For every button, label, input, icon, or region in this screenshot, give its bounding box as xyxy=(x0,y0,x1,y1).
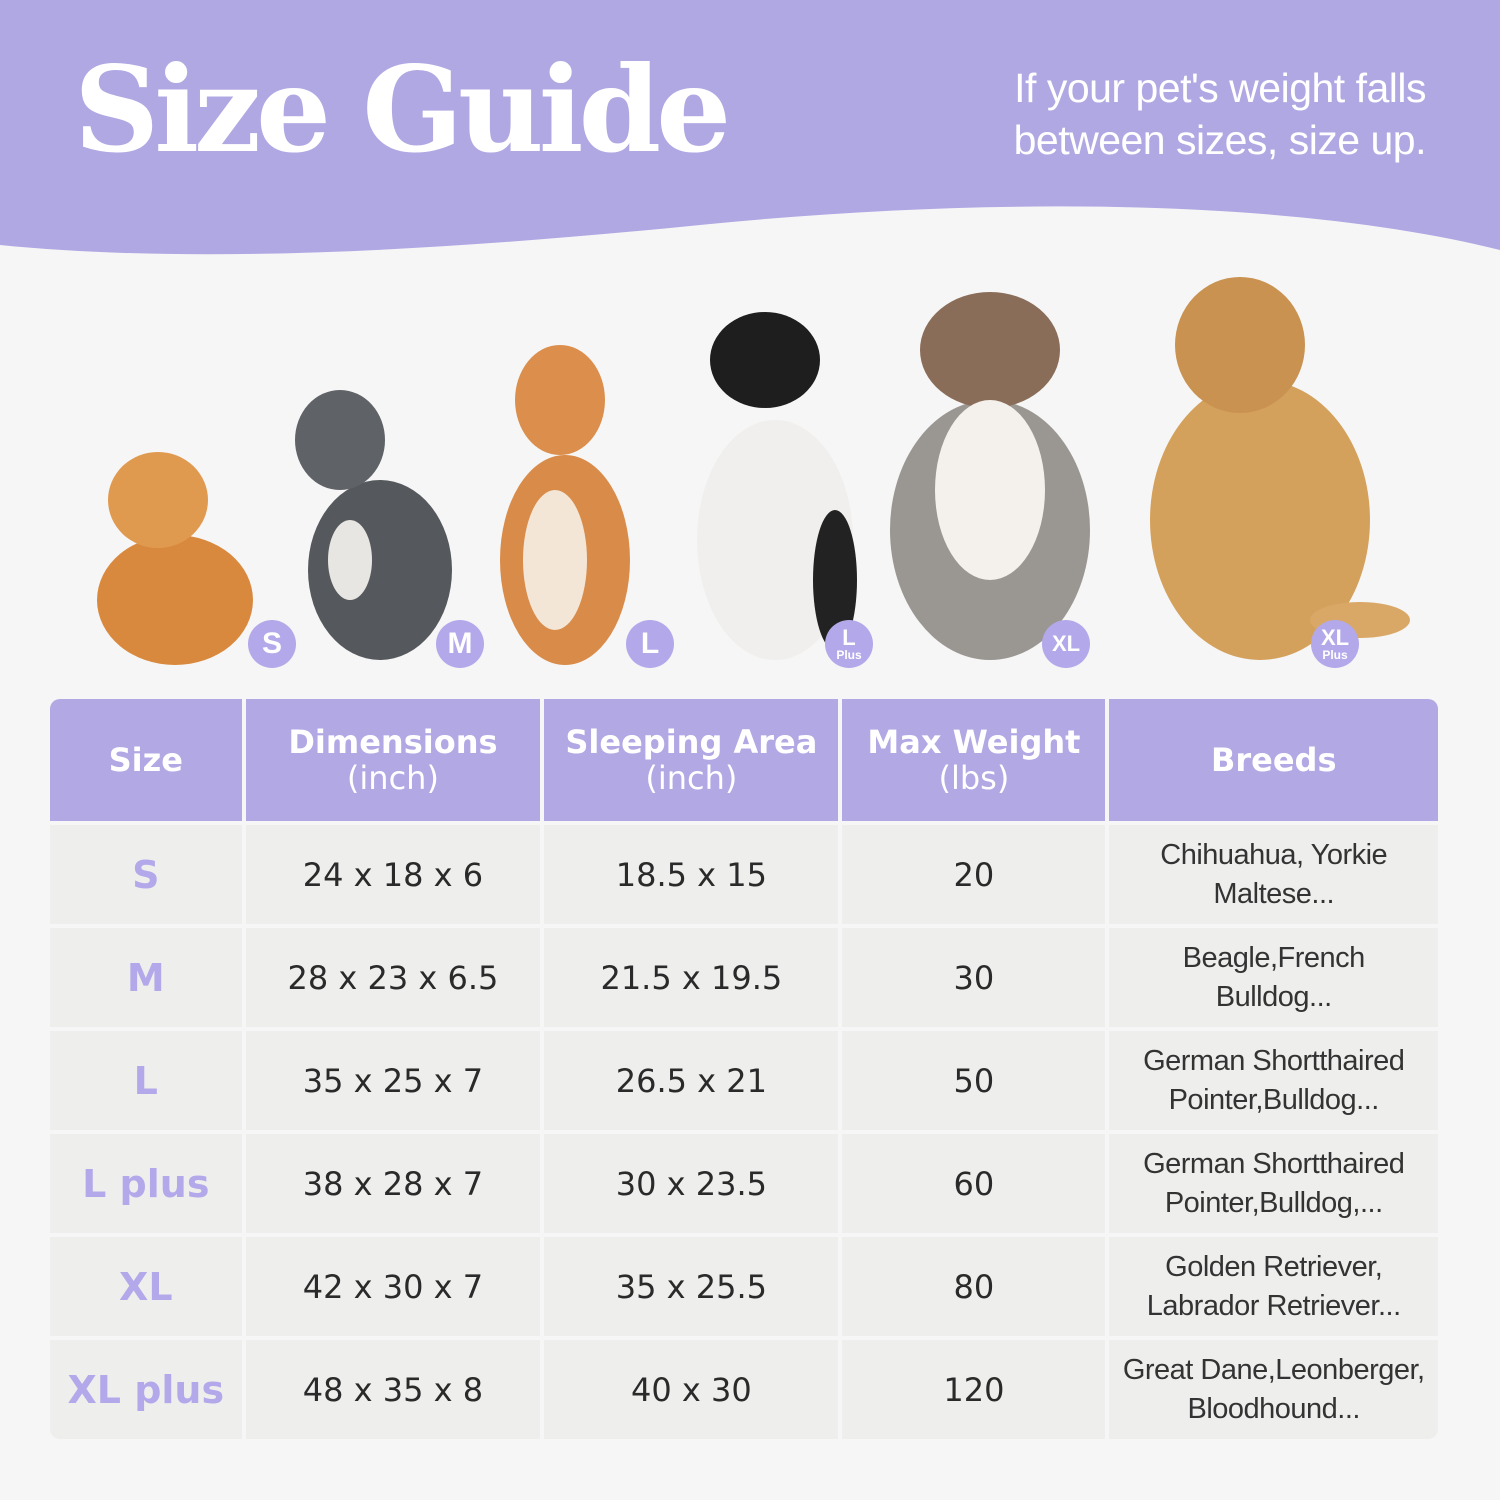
max-weight-cell: 20 xyxy=(842,825,1106,924)
sleeping-area-cell: 30 x 23.5 xyxy=(544,1134,839,1233)
french-bulldog-image xyxy=(295,390,452,660)
breeds-cell: Golden Retriever, Labrador Retriever... xyxy=(1109,1237,1438,1336)
max-weight-cell: 30 xyxy=(842,928,1106,1027)
size-badge-xl: XL xyxy=(1042,620,1090,668)
border-collie-image xyxy=(697,312,857,660)
size-table: Size Dimensions (inch) Sleeping Area (inch… xyxy=(46,695,1442,1443)
breeds-cell: German Shortthaired Pointer,Bulldog,... xyxy=(1109,1134,1438,1233)
max-weight-cell: 60 xyxy=(842,1134,1106,1233)
header-size: Size xyxy=(50,699,242,821)
max-weight-cell: 120 xyxy=(842,1340,1106,1439)
breeds-cell: Great Dane,Leonberger, Bloodhound... xyxy=(1109,1340,1438,1439)
table-row: XL 42 x 30 x 7 35 x 25.5 80 Golden Retriever… xyxy=(50,1237,1438,1336)
breeds-line-1: Golden Retriever, xyxy=(1165,1250,1383,1283)
dimensions-cell: 38 x 28 x 7 xyxy=(245,1134,541,1233)
sleeping-area-cell: 35 x 25.5 xyxy=(544,1237,839,1336)
breeds-line-1: German Shortthaired xyxy=(1143,1044,1405,1077)
size-cell: XL xyxy=(50,1237,242,1336)
breeds-line-2: Pointer,Bulldog... xyxy=(1168,1083,1380,1116)
breeds-cell: Beagle,French Bulldog... xyxy=(1109,928,1438,1027)
page-title: Size Guide xyxy=(74,40,731,179)
max-weight-cell: 80 xyxy=(842,1237,1106,1336)
table-header-row: Size Dimensions (inch) Sleeping Area (inch… xyxy=(50,699,1438,821)
breeds-line-1: Chihuahua, Yorkie xyxy=(1160,838,1388,871)
breeds-line-2: Bulldog... xyxy=(1215,980,1332,1013)
note-line-2: between sizes, size up. xyxy=(1013,117,1427,163)
header-dimensions: Dimensions (inch) xyxy=(245,699,541,821)
australian-shepherd-image xyxy=(890,292,1090,660)
breeds-line-2: Bloodhound... xyxy=(1187,1392,1360,1425)
size-cell: L xyxy=(50,1031,242,1130)
header-banner xyxy=(0,0,1500,255)
header-sleeping-area: Sleeping Area (inch) xyxy=(544,699,839,821)
size-badge-l: L xyxy=(626,620,674,668)
breeds-line-2: Maltese... xyxy=(1213,877,1335,910)
size-cell: L plus xyxy=(50,1134,242,1233)
header-max-weight: Max Weight (lbs) xyxy=(842,699,1106,821)
pomeranian-image xyxy=(97,452,253,665)
golden-retriever-image xyxy=(1150,277,1410,660)
size-cell: S xyxy=(50,825,242,924)
size-badge-m: M xyxy=(436,620,484,668)
size-cell: XL plus xyxy=(50,1340,242,1439)
breeds-line-2: Pointer,Bulldog,... xyxy=(1164,1186,1383,1219)
dog-lineup: S M L L Plus XL XL Plus xyxy=(0,260,1500,680)
table-row: L 35 x 25 x 7 26.5 x 21 50 German Shortthair… xyxy=(50,1031,1438,1130)
table-row: XL plus 48 x 35 x 8 40 x 30 120 Great Dane,L… xyxy=(50,1340,1438,1439)
size-up-note: If your pet's weight falls between sizes… xyxy=(866,62,1427,166)
header-breeds: Breeds xyxy=(1109,699,1438,821)
breeds-line-1: Beagle,French xyxy=(1182,941,1366,974)
size-badge-l-plus: L Plus xyxy=(825,620,873,668)
breeds-cell: Chihuahua, Yorkie Maltese... xyxy=(1109,825,1438,924)
dog-photos xyxy=(97,277,1410,665)
table-row: M 28 x 23 x 6.5 21.5 x 19.5 30 Beagle,French… xyxy=(50,928,1438,1027)
breeds-line-2: Labrador Retriever... xyxy=(1146,1289,1401,1322)
dimensions-cell: 28 x 23 x 6.5 xyxy=(245,928,541,1027)
breeds-line-1: German Shortthaired xyxy=(1143,1147,1405,1180)
breeds-cell: German Shortthaired Pointer,Bulldog... xyxy=(1109,1031,1438,1130)
sleeping-area-cell: 18.5 x 15 xyxy=(544,825,839,924)
dimensions-cell: 42 x 30 x 7 xyxy=(245,1237,541,1336)
sleeping-area-cell: 26.5 x 21 xyxy=(544,1031,839,1130)
table-row: L plus 38 x 28 x 7 30 x 23.5 60 German Short… xyxy=(50,1134,1438,1233)
size-badge-xl-plus: XL Plus xyxy=(1311,620,1359,668)
dimensions-cell: 48 x 35 x 8 xyxy=(245,1340,541,1439)
max-weight-cell: 50 xyxy=(842,1031,1106,1130)
size-cell: M xyxy=(50,928,242,1027)
breeds-line-1: Great Dane,Leonberger, xyxy=(1122,1353,1425,1386)
shiba-inu-image xyxy=(500,345,630,665)
dimensions-cell: 24 x 18 x 6 xyxy=(245,825,541,924)
sleeping-area-cell: 40 x 30 xyxy=(544,1340,839,1439)
dimensions-cell: 35 x 25 x 7 xyxy=(245,1031,541,1130)
table-row: S 24 x 18 x 6 18.5 x 15 20 Chihuahua, Yorkie… xyxy=(50,825,1438,924)
sleeping-area-cell: 21.5 x 19.5 xyxy=(544,928,839,1027)
note-line-1: If your pet's weight falls xyxy=(1014,65,1426,111)
size-badge-s: S xyxy=(248,620,296,668)
